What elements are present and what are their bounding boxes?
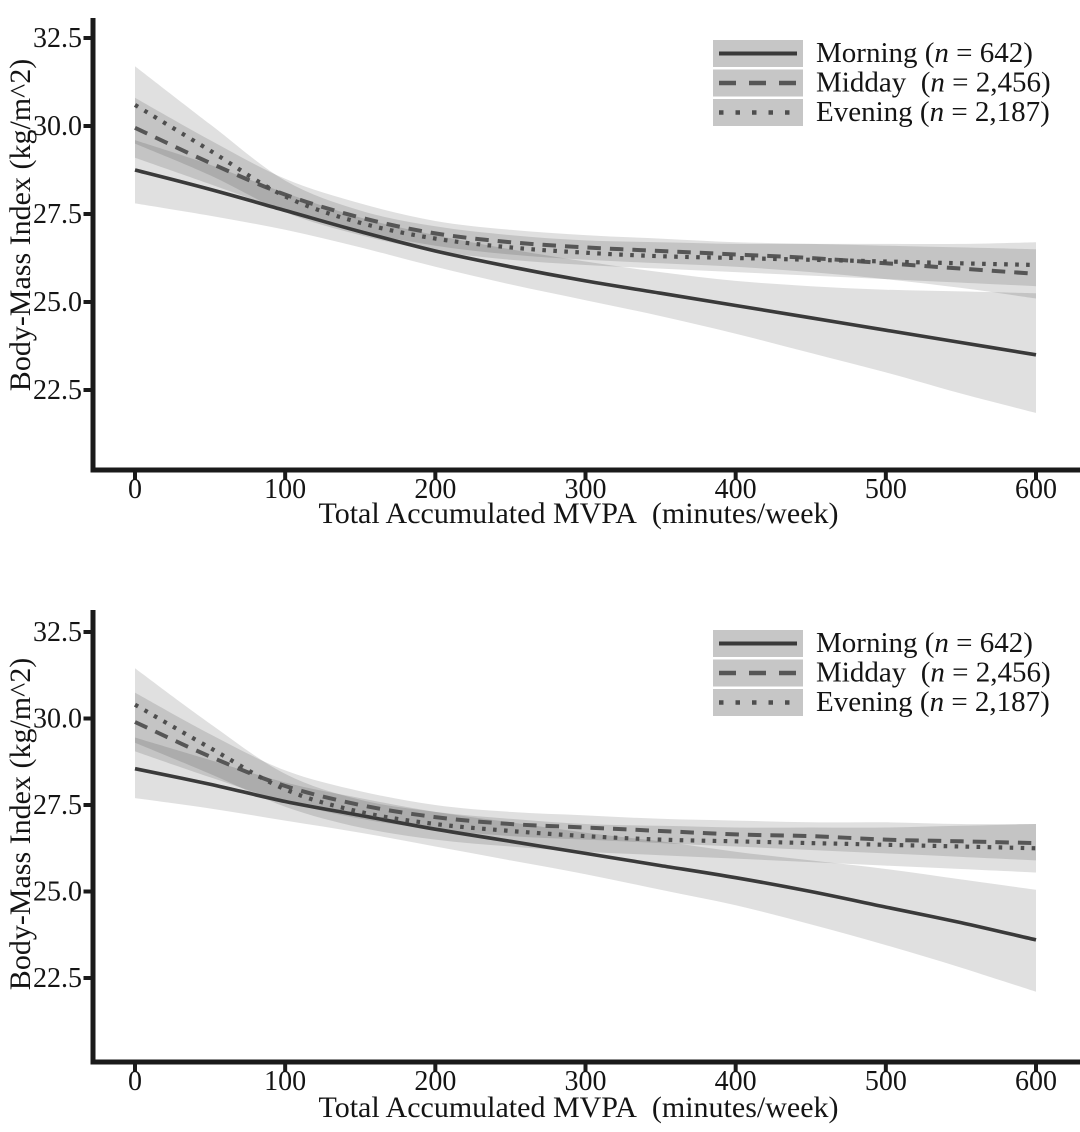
y-axis-title: Body-Mass Index (kg/m^2): [4, 658, 37, 990]
x-axis-title: Total Accumulated MVPA (minutes/week): [318, 497, 838, 530]
y-tick-label: 27.5: [33, 199, 82, 230]
trend-line-morning: [134, 766, 1037, 942]
legend-label-morning: Morning (n = 642): [816, 627, 1033, 659]
confidence-band-morning: [135, 140, 1036, 413]
y-tick-label: 32.5: [33, 23, 82, 54]
bmi-mvpa-chart-top: 0 100 200 300 400 500 600 32.5 30.0 27.5 25.0 22.5 T…: [4, 18, 1080, 530]
x-tick-label: 100: [264, 1066, 306, 1097]
x-tick-label: 200: [414, 1066, 456, 1097]
trend-line-morning: [134, 168, 1037, 357]
x-tick-label: 100: [264, 474, 306, 505]
legend-label-midday: Midday (n = 2,456): [816, 657, 1051, 689]
trend-line-midday: [134, 720, 1037, 846]
x-axis-title: Total Accumulated MVPA (minutes/week): [318, 1091, 838, 1124]
x-tick-label: 300: [565, 1066, 607, 1097]
legend-label-morning: Morning (n = 642): [816, 37, 1033, 69]
x-tick-label: 400: [715, 474, 757, 505]
y-tick-label: 32.5: [33, 617, 82, 648]
x-tick-label: 0: [128, 474, 142, 505]
y-tick-label: 27.5: [33, 790, 82, 821]
trend-line-evening: [133, 103, 1037, 268]
confidence-band-midday: [135, 692, 1036, 861]
confidence-band-evening: [135, 668, 1036, 873]
x-tick-label: 300: [565, 474, 607, 505]
y-tick-label: 30.0: [33, 704, 82, 735]
y-axis-title: Body-Mass Index (kg/m^2): [4, 59, 37, 391]
y-tick-label: 22.5: [33, 375, 82, 406]
x-tick-label: 500: [865, 1066, 907, 1097]
x-tick-label: 600: [1015, 1066, 1057, 1097]
y-tick-label: 25.0: [33, 287, 82, 318]
y-tick-label: 25.0: [33, 877, 82, 908]
legend-label-evening: Evening (n = 2,187): [816, 686, 1050, 718]
legend-label-evening: Evening (n = 2,187): [816, 96, 1050, 128]
y-tick-label: 30.0: [33, 111, 82, 142]
x-tick-label: 600: [1015, 474, 1057, 505]
x-tick-label: 400: [715, 1066, 757, 1097]
x-tick-label: 0: [128, 1066, 142, 1097]
legend: Morning (n = 642)Midday (n = 2,456)Eveni…: [713, 37, 1051, 128]
confidence-band-midday: [135, 97, 1036, 299]
confidence-band-morning: [135, 737, 1036, 992]
legend: Morning (n = 642)Midday (n = 2,456)Eveni…: [713, 627, 1051, 718]
trend-line-evening: [133, 702, 1037, 851]
legend-label-midday: Midday (n = 2,456): [816, 67, 1051, 99]
x-tick-label: 500: [865, 474, 907, 505]
x-tick-label: 200: [414, 474, 456, 505]
bmi-mvpa-chart-bottom: 0 100 200 300 400 500 600 32.5 30.0 27.5 25.0 22.5 T…: [4, 610, 1080, 1124]
y-tick-label: 22.5: [33, 963, 82, 994]
